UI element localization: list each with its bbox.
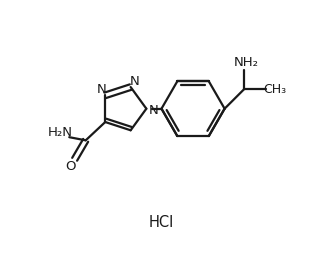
Text: H₂N: H₂N [48, 126, 73, 139]
Text: HCl: HCl [149, 215, 174, 230]
Text: CH₃: CH₃ [264, 83, 287, 96]
Text: O: O [66, 160, 76, 173]
Text: N: N [97, 83, 106, 96]
Text: N: N [130, 75, 139, 88]
Text: N: N [149, 104, 158, 117]
Text: NH₂: NH₂ [233, 56, 258, 69]
